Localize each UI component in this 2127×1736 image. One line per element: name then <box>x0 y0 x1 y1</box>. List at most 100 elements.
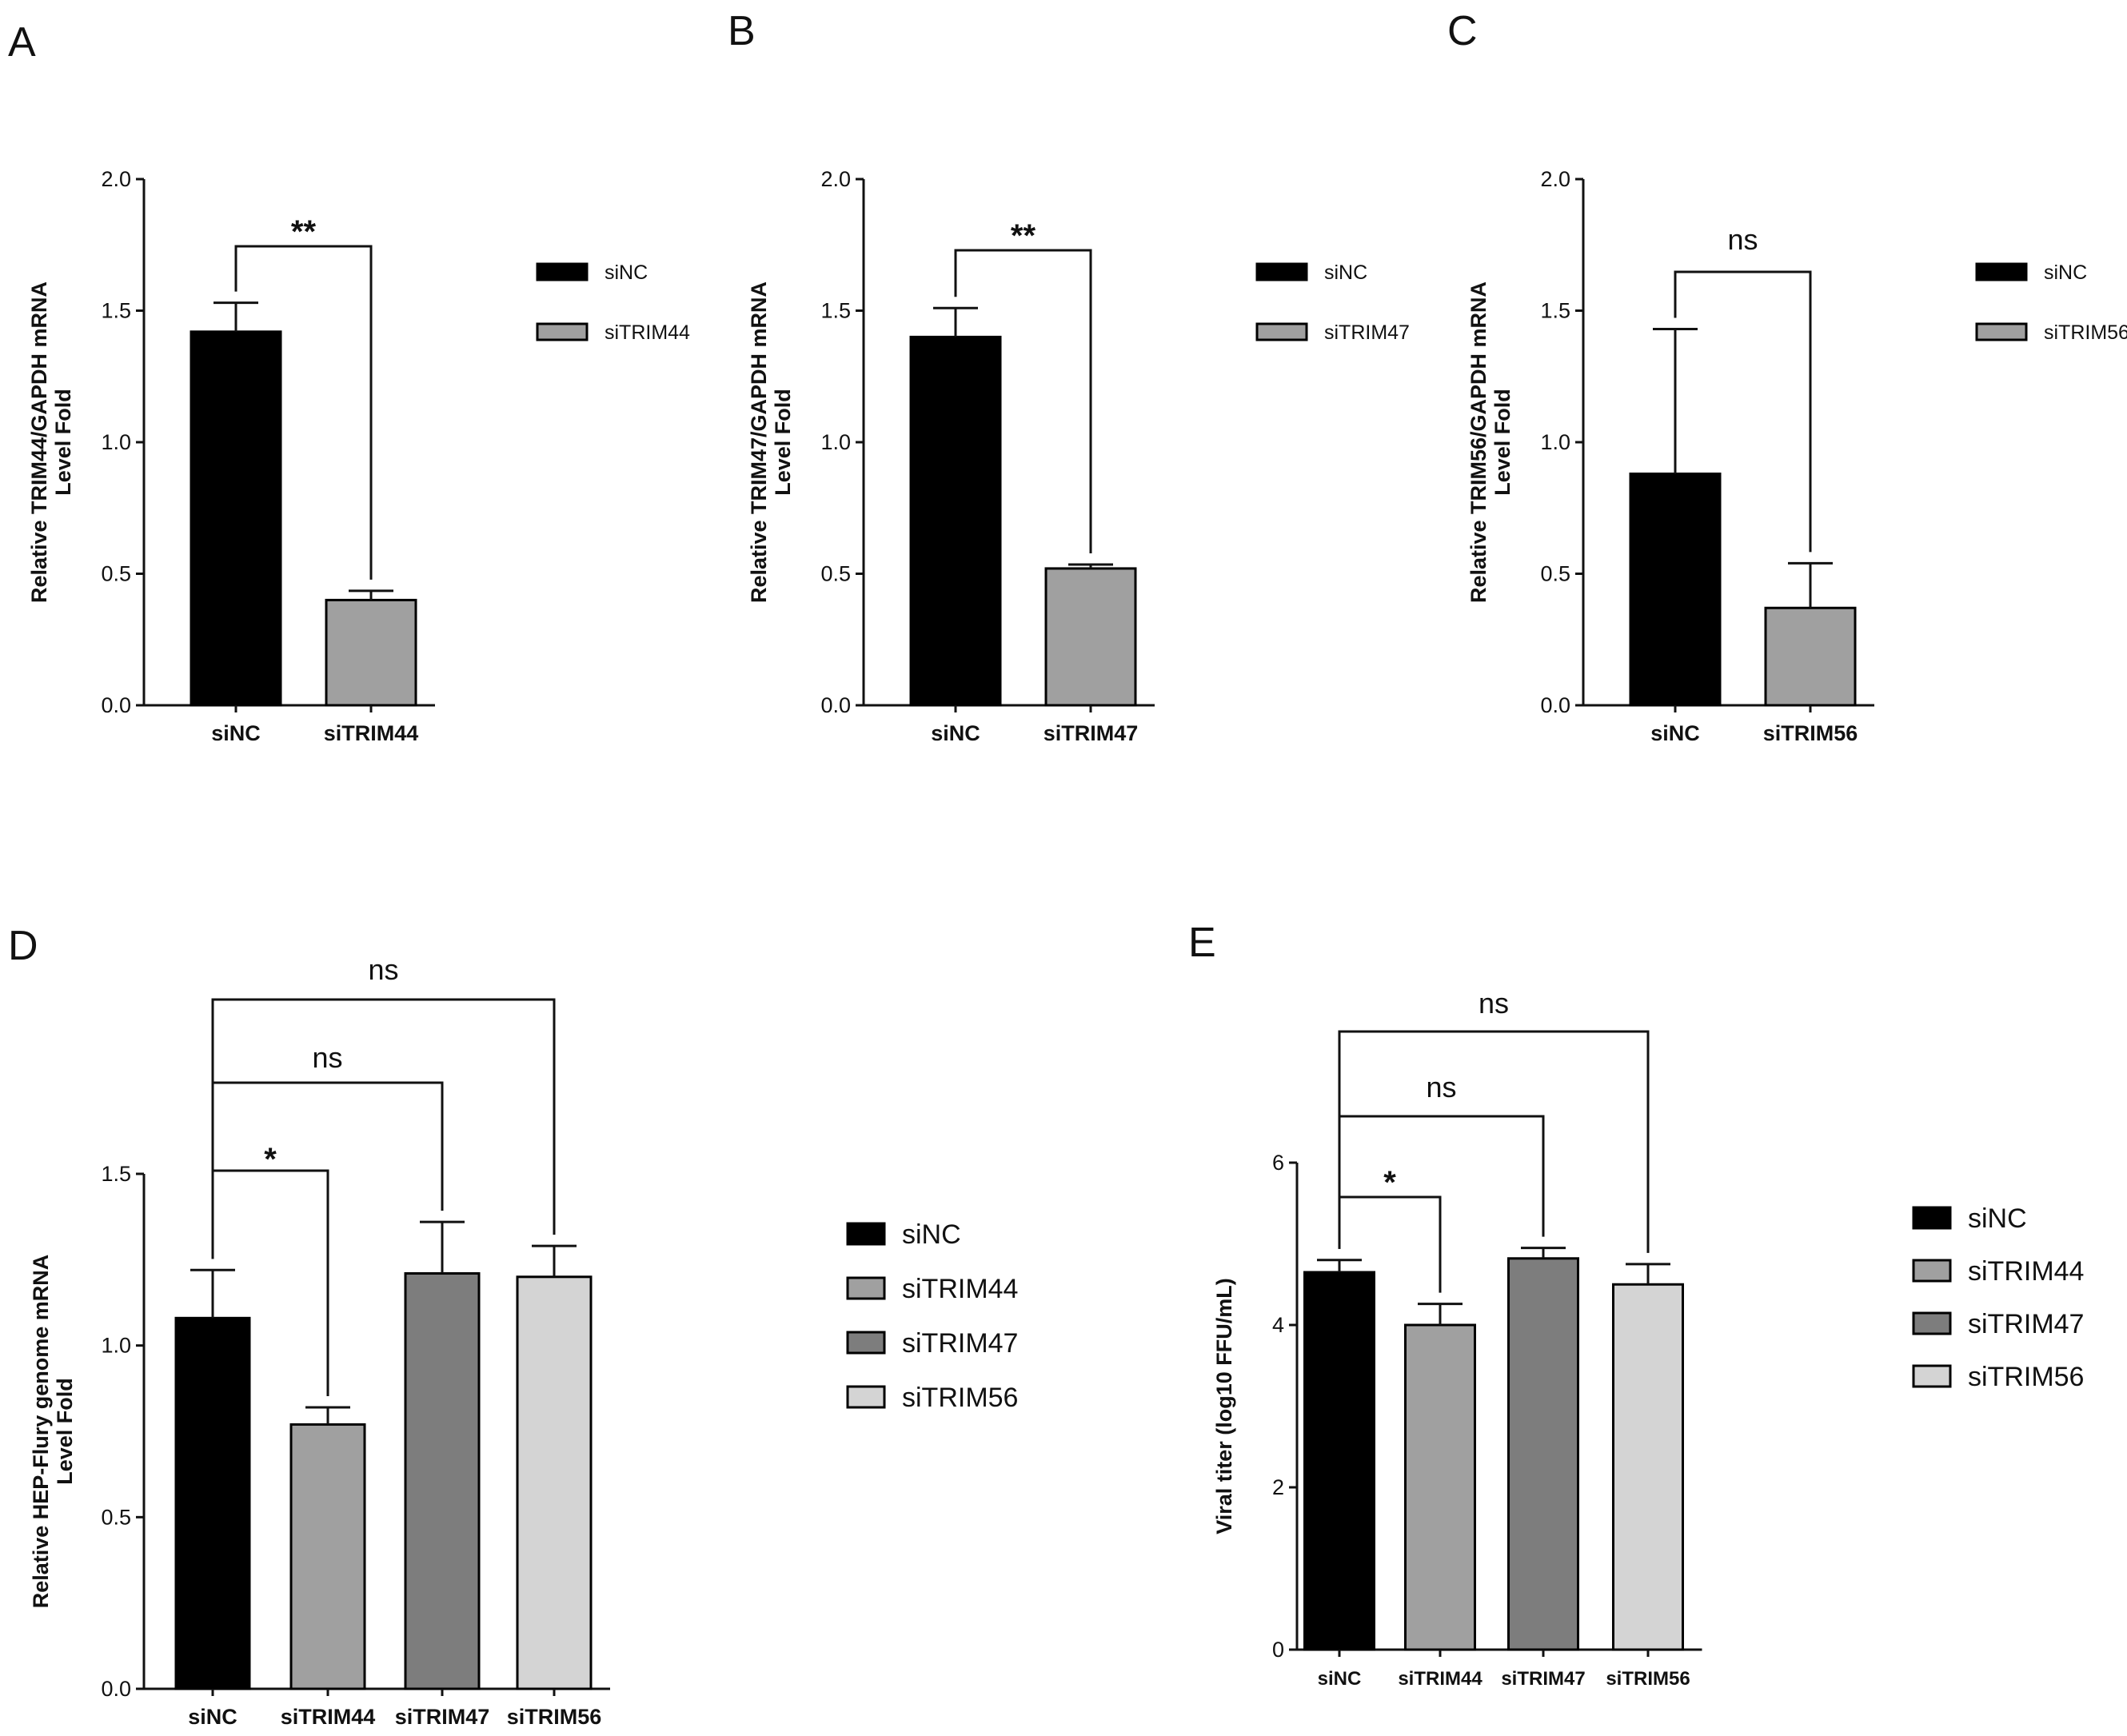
legend-swatch <box>1912 1311 1952 1335</box>
y-axis-label: Relative HEP-Flury genome mRNA <box>29 1255 53 1609</box>
significance-label: ns <box>1479 987 1509 1020</box>
x-tick-label: siTRIM56 <box>1763 721 1858 745</box>
panel-letter: A <box>8 19 36 66</box>
y-tick-label: 1.5 <box>101 299 131 323</box>
y-tick-label: 1.5 <box>1540 299 1570 323</box>
legend-label: siTRIM47 <box>1324 321 1410 344</box>
bar-siTRIM44 <box>289 1423 366 1690</box>
legend-label: siTRIM47 <box>902 1328 1018 1359</box>
significance-label: ** <box>1011 218 1036 253</box>
legend-swatch <box>1975 262 2028 281</box>
significance-bracket <box>211 998 556 1259</box>
bar-siNC <box>909 335 1002 707</box>
legend-swatch <box>1255 322 1308 341</box>
y-tick-label: 2.0 <box>1540 167 1570 191</box>
y-tick-label: 1.0 <box>101 430 131 454</box>
legend-swatch <box>1975 322 2028 341</box>
legend-label: siNC <box>1968 1203 2027 1234</box>
legend: siNC siTRIM47 <box>1255 261 1410 344</box>
legend-label: siTRIM47 <box>1968 1309 2084 1339</box>
legend-label: siTRIM56 <box>902 1383 1018 1413</box>
significance-label: * <box>264 1142 277 1177</box>
panel-letter: C <box>1447 8 1478 54</box>
significance-label: ns <box>312 1041 342 1074</box>
y-tick-label: 0 <box>1272 1638 1284 1662</box>
y-tick-label: 0.0 <box>101 1677 131 1701</box>
bar-siTRIM47 <box>1507 1257 1579 1651</box>
x-tick-label: siTRIM47 <box>1044 721 1139 745</box>
significance-label: ** <box>291 214 317 249</box>
y-axis-label: Level Fold <box>53 1378 77 1485</box>
y-axis-label: Level Fold <box>51 389 75 496</box>
significance-label: ns <box>368 953 398 986</box>
y-axis-label: Relative TRIM47/GAPDH mRNA <box>747 281 771 603</box>
x-tick-label: siTRIM47 <box>395 1705 490 1729</box>
panel-e: E 0 2 4 6 Viral titer (log10 FFU/mL) siNC siTRI… <box>1188 920 2084 1690</box>
legend-swatch <box>846 1276 886 1300</box>
legend-swatch <box>1912 1206 1952 1230</box>
legend: siNC siTRIM56 <box>1975 261 2127 344</box>
panel-letter: D <box>8 923 38 969</box>
y-tick-label: 1.0 <box>820 430 851 454</box>
legend-swatch <box>536 322 589 341</box>
y-tick-label: 0.0 <box>1540 693 1570 717</box>
y-tick-label: 6 <box>1272 1151 1284 1175</box>
legend-label: siNC <box>605 261 648 284</box>
y-tick-label: 0.5 <box>101 1505 131 1529</box>
y-tick-label: 0.0 <box>820 693 851 717</box>
legend-swatch <box>846 1222 886 1246</box>
legend-swatch <box>536 262 589 281</box>
significance-label: * <box>1383 1165 1396 1200</box>
legend-swatch <box>1255 262 1308 281</box>
x-tick-label: siTRIM44 <box>324 721 419 745</box>
panel-a: A 0.0 0.5 1.0 1.5 2.0 Relative TRIM44/GAPDH mR… <box>8 19 690 745</box>
y-tick-label: 4 <box>1272 1313 1284 1337</box>
legend-label: siNC <box>2044 261 2087 284</box>
x-tick-label: siTRIM44 <box>281 1705 376 1729</box>
x-tick-label: siTRIM56 <box>507 1705 602 1729</box>
y-tick-label: 0.5 <box>1540 562 1570 586</box>
y-tick-label: 2.0 <box>820 167 851 191</box>
legend: siNC siTRIM44 <box>536 261 690 344</box>
y-tick-label: 1.5 <box>101 1162 131 1186</box>
panel-c: C 0.0 0.5 1.0 1.5 2.0 Relative TRIM56/GAPDH mR… <box>1447 8 2127 745</box>
y-axis-label: Level Fold <box>771 389 795 496</box>
legend-label: siTRIM56 <box>2044 321 2127 344</box>
x-tick-label: siTRIM44 <box>1398 1668 1483 1690</box>
significance-label: ns <box>1426 1071 1456 1103</box>
y-axis-label: Relative TRIM56/GAPDH mRNA <box>1467 281 1490 603</box>
panel-letter: B <box>728 8 756 54</box>
legend-label: siTRIM44 <box>902 1274 1018 1304</box>
legend: siNC siTRIM44 siTRIM47 siTRIM56 <box>1912 1203 2084 1392</box>
x-tick-label: siNC <box>211 721 261 745</box>
x-tick-label: siTRIM56 <box>1606 1668 1690 1690</box>
y-tick-label: 1.0 <box>1540 430 1570 454</box>
bar-siNC <box>1629 472 1722 707</box>
y-tick-label: 1.5 <box>820 299 851 323</box>
legend-swatch <box>846 1331 886 1355</box>
legend-label: siTRIM56 <box>1968 1362 2084 1392</box>
bar-siTRIM56 <box>516 1275 593 1690</box>
bar-siTRIM56 <box>1612 1283 1684 1651</box>
y-tick-label: 2 <box>1272 1475 1284 1499</box>
significance-bracket <box>954 249 1092 553</box>
y-axis-label: Relative TRIM44/GAPDH mRNA <box>27 281 51 603</box>
legend-label: siTRIM44 <box>1968 1256 2084 1287</box>
bar-siTRIM47 <box>1044 567 1137 707</box>
significance-bracket <box>234 245 373 580</box>
legend-label: siTRIM44 <box>605 321 690 344</box>
bar-siNC <box>190 330 282 707</box>
bar-siNC <box>1303 1271 1375 1651</box>
panel-b: B 0.0 0.5 1.0 1.5 2.0 Relative TRIM47/GAPDH mR… <box>728 8 1410 745</box>
panel-letter: E <box>1188 920 1216 966</box>
legend-label: siNC <box>902 1219 961 1250</box>
bar-siTRIM44 <box>325 598 417 707</box>
y-tick-label: 2.0 <box>101 167 131 191</box>
legend-swatch <box>1912 1259 1952 1283</box>
legend-label: siNC <box>1324 261 1367 284</box>
bar-siTRIM44 <box>1404 1323 1476 1651</box>
significance-bracket <box>1338 1030 1650 1253</box>
legend-swatch <box>1912 1364 1952 1388</box>
x-tick-label: siTRIM47 <box>1501 1668 1585 1690</box>
